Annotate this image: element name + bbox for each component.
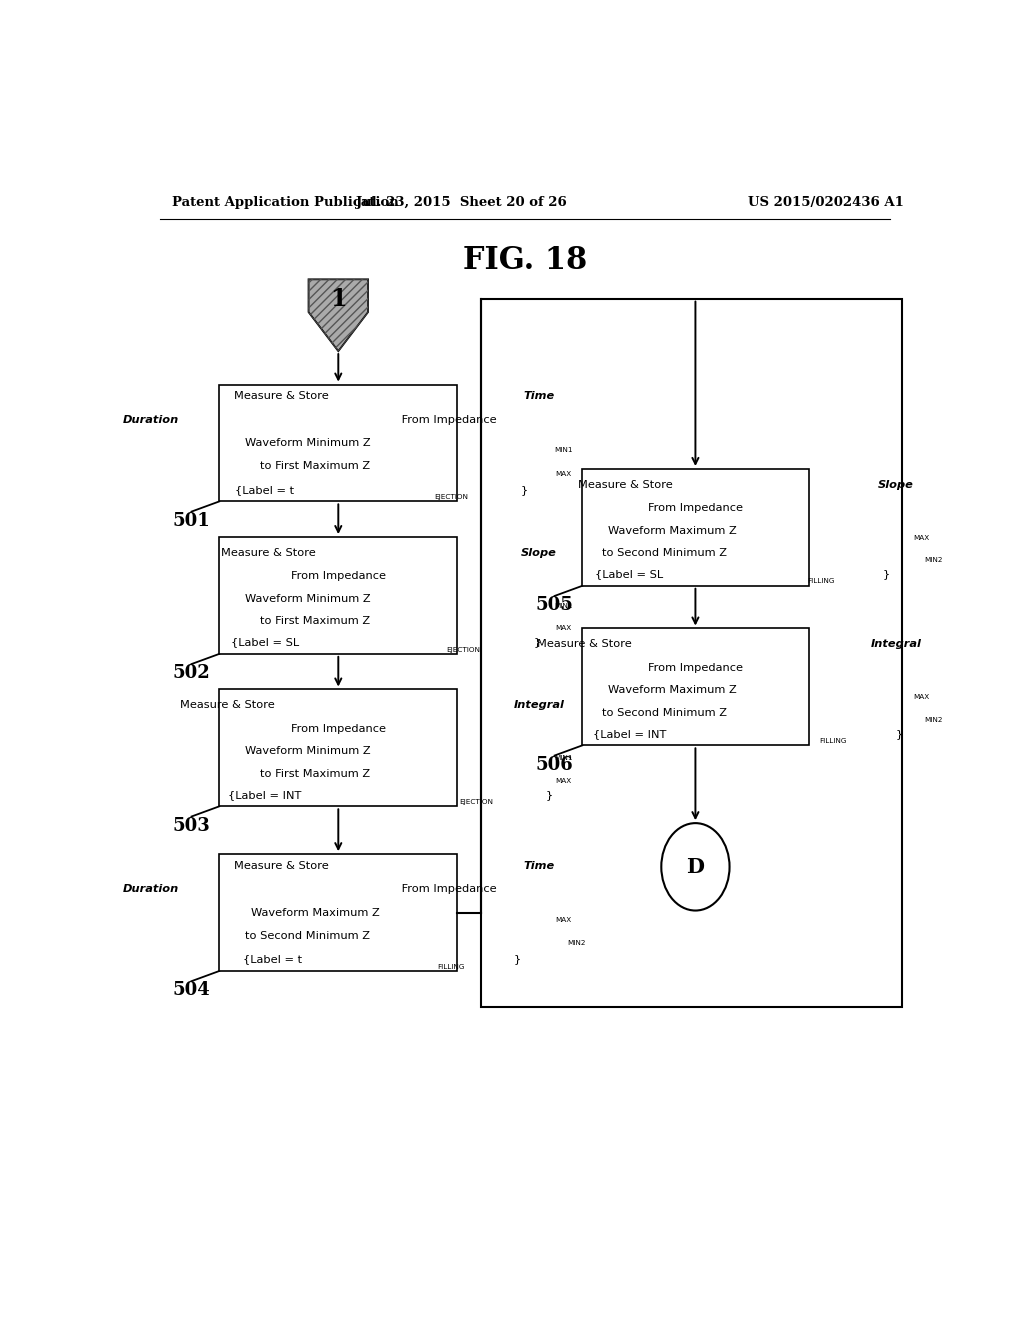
Text: MIN2: MIN2 xyxy=(925,717,943,722)
Text: {Label = t: {Label = t xyxy=(243,954,302,965)
Text: From Impedance: From Impedance xyxy=(291,572,386,581)
Text: {Label = t: {Label = t xyxy=(236,484,294,495)
Text: Measure & Store: Measure & Store xyxy=(537,639,635,649)
Text: }: } xyxy=(521,484,528,495)
Text: MAX: MAX xyxy=(556,471,572,477)
Text: to First Maximum Z: to First Maximum Z xyxy=(260,462,371,471)
Text: EJECTION: EJECTION xyxy=(459,799,494,805)
FancyBboxPatch shape xyxy=(219,384,458,502)
Text: }: } xyxy=(896,729,903,739)
Text: to First Maximum Z: to First Maximum Z xyxy=(260,616,371,626)
Text: Slope: Slope xyxy=(521,548,557,558)
Text: MAX: MAX xyxy=(556,626,572,631)
FancyBboxPatch shape xyxy=(219,854,458,972)
Text: to Second Minimum Z: to Second Minimum Z xyxy=(602,708,727,718)
Text: From Impedance: From Impedance xyxy=(648,503,743,513)
Text: MAX: MAX xyxy=(556,777,572,784)
Text: US 2015/0202436 A1: US 2015/0202436 A1 xyxy=(749,195,904,209)
Text: Waveform Maximum Z: Waveform Maximum Z xyxy=(608,685,737,696)
Text: to Second Minimum Z: to Second Minimum Z xyxy=(246,931,371,941)
Text: EJECTION: EJECTION xyxy=(434,494,468,500)
Text: 504: 504 xyxy=(173,981,210,999)
Polygon shape xyxy=(308,280,368,351)
Text: Measure & Store: Measure & Store xyxy=(234,861,333,871)
Bar xyxy=(481,298,902,1007)
Text: Waveform Maximum Z: Waveform Maximum Z xyxy=(251,908,380,917)
Text: to First Maximum Z: to First Maximum Z xyxy=(260,768,371,779)
Text: Integral: Integral xyxy=(870,639,922,649)
Text: Duration: Duration xyxy=(122,414,178,425)
Text: {Label = INT: {Label = INT xyxy=(593,729,667,739)
Text: Patent Application Publication: Patent Application Publication xyxy=(172,195,398,209)
Text: {Label = SL: {Label = SL xyxy=(595,569,664,579)
Text: MIN2: MIN2 xyxy=(567,940,586,946)
Text: FILLING: FILLING xyxy=(819,738,847,744)
Text: Time: Time xyxy=(523,861,554,871)
Text: From Impedance: From Impedance xyxy=(398,884,497,894)
FancyBboxPatch shape xyxy=(219,689,458,807)
Text: }: } xyxy=(513,954,520,965)
Text: {Label = INT: {Label = INT xyxy=(228,789,301,800)
Text: 502: 502 xyxy=(173,664,210,682)
Text: Measure & Store: Measure & Store xyxy=(234,391,333,401)
Text: 501: 501 xyxy=(173,512,210,529)
Text: Jul. 23, 2015  Sheet 20 of 26: Jul. 23, 2015 Sheet 20 of 26 xyxy=(356,195,566,209)
Text: MIN1: MIN1 xyxy=(555,603,573,609)
Text: D: D xyxy=(686,857,705,876)
Text: FILLING: FILLING xyxy=(437,964,465,970)
Text: Measure & Store: Measure & Store xyxy=(221,548,319,558)
Text: to Second Minimum Z: to Second Minimum Z xyxy=(602,548,727,558)
Text: Waveform Maximum Z: Waveform Maximum Z xyxy=(608,525,737,536)
Text: Duration: Duration xyxy=(122,884,178,894)
Text: 505: 505 xyxy=(536,595,573,614)
FancyBboxPatch shape xyxy=(583,469,809,586)
Text: 503: 503 xyxy=(173,817,210,834)
Circle shape xyxy=(662,824,729,911)
Text: MAX: MAX xyxy=(912,694,929,700)
Text: From Impedance: From Impedance xyxy=(648,663,743,673)
Text: MIN1: MIN1 xyxy=(555,755,573,762)
Text: Waveform Minimum Z: Waveform Minimum Z xyxy=(245,594,371,603)
Text: MAX: MAX xyxy=(912,535,929,541)
Text: From Impedance: From Impedance xyxy=(398,414,497,425)
Text: Integral: Integral xyxy=(513,700,564,710)
Text: From Impedance: From Impedance xyxy=(291,723,386,734)
Text: 506: 506 xyxy=(536,755,573,774)
FancyBboxPatch shape xyxy=(219,537,458,653)
Text: Slope: Slope xyxy=(878,479,913,490)
Text: Measure & Store: Measure & Store xyxy=(180,700,279,710)
Text: {Label = SL: {Label = SL xyxy=(230,638,299,647)
Text: }: } xyxy=(534,638,541,647)
Text: 1: 1 xyxy=(330,288,346,312)
Text: }: } xyxy=(883,569,890,579)
Text: Measure & Store: Measure & Store xyxy=(578,479,676,490)
Text: EJECTION: EJECTION xyxy=(446,647,480,652)
Text: FIG. 18: FIG. 18 xyxy=(463,244,587,276)
Text: }: } xyxy=(546,789,553,800)
Text: Time: Time xyxy=(523,391,554,401)
Text: Waveform Minimum Z: Waveform Minimum Z xyxy=(245,438,371,447)
Text: MIN1: MIN1 xyxy=(555,447,573,453)
Text: Waveform Minimum Z: Waveform Minimum Z xyxy=(245,746,371,756)
Text: MIN2: MIN2 xyxy=(925,557,943,564)
Text: MAX: MAX xyxy=(556,916,572,923)
FancyBboxPatch shape xyxy=(583,628,809,746)
Text: FILLING: FILLING xyxy=(807,578,835,585)
